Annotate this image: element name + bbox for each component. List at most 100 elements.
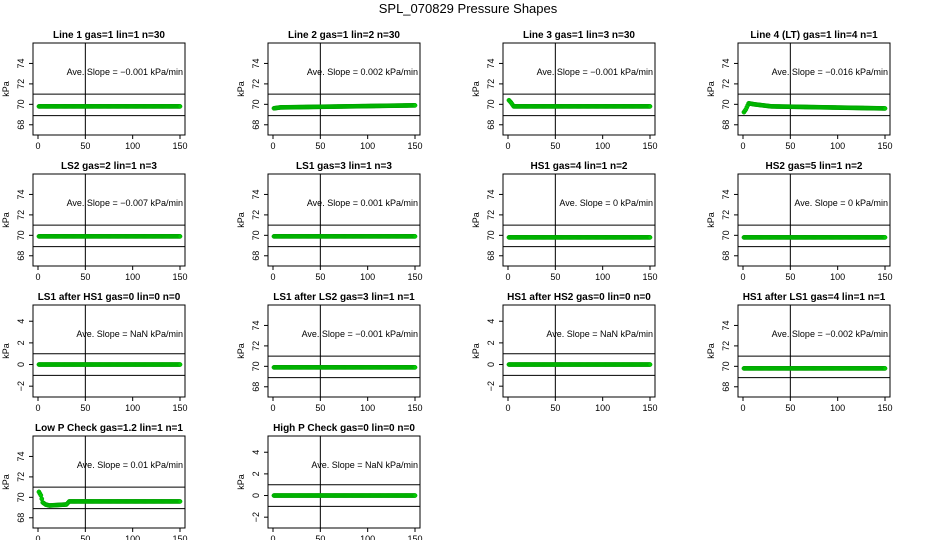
y-tick-label: 70 [486, 230, 496, 240]
slope-annotation: Ave. Slope = NaN kPa/min [76, 329, 183, 339]
y-tick-label: 70 [251, 230, 261, 240]
slope-annotation: Ave. Slope = −0.001 kPa/min [67, 67, 183, 77]
slope-annotation: Ave. Slope = −0.001 kPa/min [302, 329, 418, 339]
panel-title: HS1 gas=4 lin=1 n=2 [531, 161, 628, 172]
x-tick-label: 100 [830, 272, 845, 282]
plot-frame [267, 42, 421, 136]
y-tick-label: 68 [251, 120, 261, 130]
data-point [882, 366, 888, 371]
y-tick-label: 72 [721, 210, 731, 220]
y-tick-label: 0 [486, 362, 496, 367]
x-tick-label: 0 [35, 272, 40, 282]
y-tick-label: 68 [486, 251, 496, 261]
x-tick-label: 100 [595, 272, 610, 282]
y-tick-label: 74 [486, 58, 496, 68]
data-point [412, 234, 418, 239]
x-tick-label: 0 [740, 141, 745, 151]
plot-frame [32, 42, 186, 136]
y-axis-label: kPa [1, 81, 11, 97]
x-tick-label: 0 [270, 141, 275, 151]
chart-panel-1: Line 1 gas=1 lin=1 n=30 0 50 100 150 68 70 72 74… [1, 30, 188, 151]
x-tick-label: 0 [505, 272, 510, 282]
y-tick-label: 0 [16, 362, 26, 367]
x-tick-label: 150 [877, 272, 892, 282]
slope-annotation: Ave. Slope = 0 kPa/min [794, 198, 888, 208]
y-tick-label: 68 [251, 251, 261, 261]
x-tick-label: 0 [505, 403, 510, 413]
data-series [36, 234, 183, 239]
plot-frame [267, 173, 421, 267]
x-tick-label: 50 [550, 272, 560, 282]
x-tick-label: 100 [830, 403, 845, 413]
x-tick-label: 100 [595, 141, 610, 151]
panel-title: High P Check gas=0 lin=0 n=0 [273, 423, 415, 434]
slope-annotation: Ave. Slope = 0.001 kPa/min [307, 198, 418, 208]
x-tick-label: 0 [270, 272, 275, 282]
slope-annotation: Ave. Slope = NaN kPa/min [311, 460, 418, 470]
chart-panel-12: HS1 after LS1 gas=4 lin=1 n=1 0 50 100 150 68… [706, 292, 893, 413]
y-tick-label: 72 [721, 341, 731, 351]
y-tick-label: 74 [251, 189, 261, 199]
chart-panel-10: LS1 after LS2 gas=3 lin=1 n=1 0 50 100 150 68… [236, 292, 423, 413]
y-tick-label: 72 [16, 472, 26, 482]
x-tick-label: 50 [315, 141, 325, 151]
y-tick-label: 70 [16, 99, 26, 109]
x-tick-label: 50 [315, 534, 325, 540]
x-tick-label: 50 [785, 403, 795, 413]
data-point [177, 499, 183, 504]
y-tick-label: 74 [16, 189, 26, 199]
y-tick-label: 2 [16, 340, 26, 345]
y-axis-label: kPa [706, 343, 716, 359]
x-tick-label: 50 [315, 403, 325, 413]
x-tick-label: 50 [550, 403, 560, 413]
panel-title: Low P Check gas=1.2 lin=1 n=1 [35, 423, 183, 434]
x-tick-label: 50 [785, 272, 795, 282]
panel-title: Line 2 gas=1 lin=2 n=30 [288, 30, 400, 41]
y-tick-label: 74 [721, 189, 731, 199]
data-series [506, 362, 653, 367]
plot-frame [32, 304, 186, 398]
plot-frame [737, 304, 891, 398]
y-tick-label: 72 [721, 79, 731, 89]
plot-frame [502, 304, 656, 398]
plot-frame [267, 304, 421, 398]
y-tick-label: 68 [486, 120, 496, 130]
data-series [741, 100, 888, 115]
panel-title: LS1 after HS1 gas=0 lin=0 n=0 [38, 292, 181, 303]
y-tick-label: 68 [251, 382, 261, 392]
data-point [882, 235, 888, 240]
chart-panel-3: Line 3 gas=1 lin=3 n=30 0 50 100 150 68 70 72 74… [471, 30, 658, 151]
y-tick-label: 4 [251, 450, 261, 455]
data-series [506, 97, 653, 109]
y-axis-label: kPa [236, 474, 246, 490]
y-tick-label: 72 [16, 79, 26, 89]
x-tick-label: 0 [35, 403, 40, 413]
x-tick-label: 50 [315, 272, 325, 282]
chart-panel-4: Line 4 (LT) gas=1 lin=4 n=1 0 50 100 150 68 70… [706, 30, 893, 151]
x-tick-label: 150 [642, 403, 657, 413]
x-tick-label: 100 [125, 403, 140, 413]
y-tick-label: 72 [486, 79, 496, 89]
y-tick-label: 74 [721, 320, 731, 330]
x-tick-label: 50 [785, 141, 795, 151]
data-series [271, 103, 418, 111]
plot-frame [502, 42, 656, 136]
slope-annotation: Ave. Slope = 0.01 kPa/min [77, 460, 183, 470]
data-series [271, 234, 418, 239]
slope-annotation: Ave. Slope = −0.001 kPa/min [537, 67, 653, 77]
panel-title: LS1 after LS2 gas=3 lin=1 n=1 [273, 292, 415, 303]
data-series [741, 366, 888, 371]
y-tick-label: 4 [486, 319, 496, 324]
y-axis-label: kPa [1, 474, 11, 490]
slope-annotation: Ave. Slope = −0.002 kPa/min [772, 329, 888, 339]
y-tick-label: 74 [251, 58, 261, 68]
y-axis-label: kPa [1, 212, 11, 228]
data-series [506, 235, 653, 240]
x-tick-label: 0 [740, 272, 745, 282]
slope-annotation: Ave. Slope = −0.016 kPa/min [772, 67, 888, 77]
chart-panel-9: LS1 after HS1 gas=0 lin=0 n=0 0 50 100 150 −2… [1, 292, 188, 413]
data-point [177, 104, 183, 109]
data-series [36, 362, 183, 367]
x-tick-label: 150 [407, 534, 422, 540]
